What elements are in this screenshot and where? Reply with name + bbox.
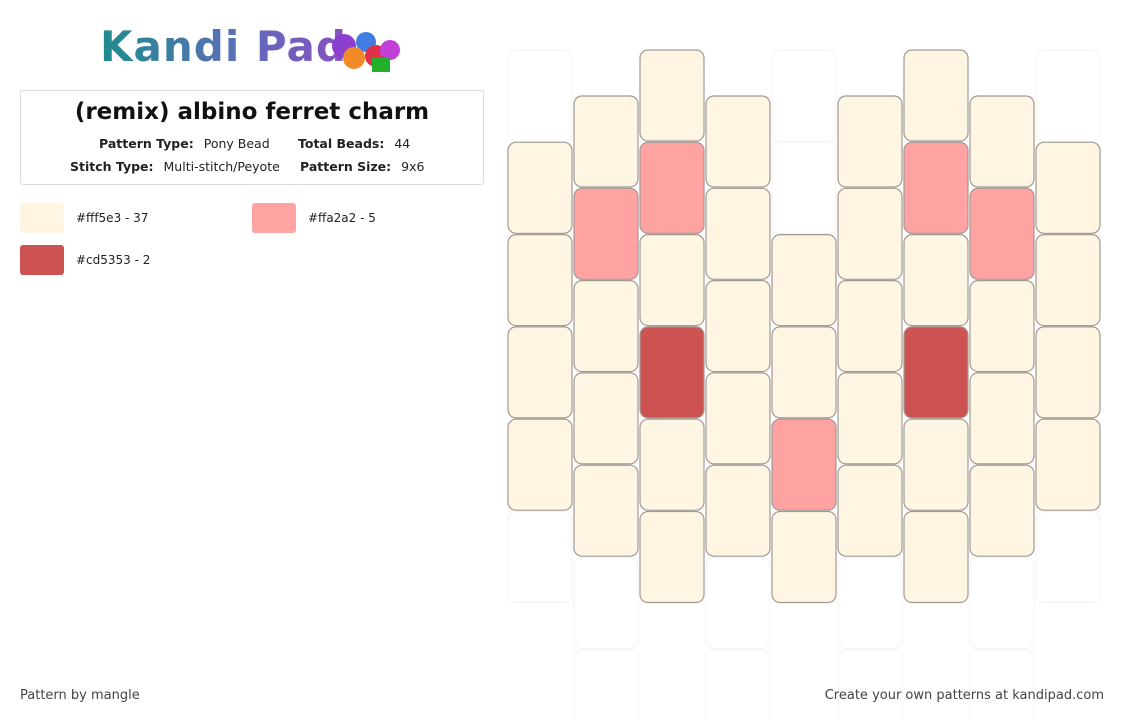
detail-value: 44 bbox=[394, 136, 411, 151]
bead bbox=[507, 418, 573, 511]
empty-slot bbox=[573, 649, 639, 720]
bead bbox=[1035, 418, 1101, 511]
logo: Kandi Pad bbox=[100, 22, 347, 71]
bead bbox=[639, 49, 705, 142]
empty-slot bbox=[771, 141, 837, 234]
bead bbox=[969, 372, 1035, 465]
detail-value: Multi-stitch/Peyote bbox=[163, 159, 280, 174]
legend-entry: #ffa2a2 - 5 bbox=[252, 203, 376, 233]
empty-slot bbox=[771, 49, 837, 142]
empty-slot bbox=[969, 649, 1035, 720]
empty-slot bbox=[705, 649, 771, 720]
empty-slot bbox=[837, 557, 903, 649]
bead bbox=[771, 326, 837, 419]
bead bbox=[639, 418, 705, 511]
legend-swatch bbox=[20, 245, 64, 275]
bead bbox=[903, 234, 969, 327]
detail-value: 9x6 bbox=[401, 159, 425, 174]
bead bbox=[639, 141, 705, 234]
bead bbox=[705, 187, 771, 280]
bead bbox=[705, 464, 771, 557]
bead bbox=[837, 464, 903, 557]
bead bbox=[903, 141, 969, 234]
bead bbox=[1035, 234, 1101, 327]
bead bbox=[1035, 141, 1101, 234]
bead bbox=[771, 418, 837, 511]
legend-label: #cd5353 - 2 bbox=[76, 253, 151, 267]
detail: Total Beads: 44 bbox=[298, 136, 410, 151]
bead bbox=[903, 49, 969, 142]
pattern-title: (remix) albino ferret charm bbox=[74, 99, 430, 125]
bead bbox=[573, 372, 639, 465]
detail: Pattern Type: Pony Bead bbox=[99, 136, 270, 151]
bead bbox=[507, 326, 573, 419]
bead bbox=[507, 234, 573, 327]
bead bbox=[903, 510, 969, 604]
bead bbox=[969, 95, 1035, 188]
empty-slot bbox=[969, 557, 1035, 649]
footer-link[interactable]: Create your own patterns at kandipad.com bbox=[824, 688, 1104, 703]
bead bbox=[771, 234, 837, 327]
bead bbox=[837, 95, 903, 188]
bead bbox=[903, 326, 969, 419]
bead bbox=[771, 510, 837, 604]
legend-label: #ffa2a2 - 5 bbox=[308, 211, 376, 225]
legend-entry: #fff5e3 - 37 bbox=[20, 203, 148, 233]
detail-value: Pony Bead bbox=[203, 136, 270, 151]
detail-label: Total Beads: bbox=[298, 136, 385, 151]
detail-label: Pattern Type: bbox=[99, 136, 194, 151]
bead bbox=[705, 95, 771, 188]
bead bbox=[573, 464, 639, 557]
empty-slot bbox=[573, 557, 639, 649]
footer-credit: Pattern by mangle bbox=[20, 688, 140, 703]
bead bbox=[969, 464, 1035, 557]
info-box: (remix) albino ferret charm Pattern Type… bbox=[20, 90, 484, 185]
bead bbox=[837, 372, 903, 465]
empty-slot bbox=[507, 49, 573, 142]
detail-label: Stitch Type: bbox=[70, 159, 154, 174]
bead bbox=[573, 187, 639, 280]
bead bbox=[507, 141, 573, 234]
empty-slot bbox=[1035, 49, 1101, 142]
legend-entry: #cd5353 - 2 bbox=[20, 245, 150, 275]
legend-swatch bbox=[20, 203, 64, 233]
legend-swatch bbox=[252, 203, 296, 233]
bead bbox=[705, 372, 771, 465]
bead bbox=[969, 187, 1035, 280]
bead bbox=[573, 280, 639, 373]
empty-slot bbox=[705, 557, 771, 649]
detail-label: Pattern Size: bbox=[300, 159, 392, 174]
detail: Stitch Type: Multi-stitch/Peyote bbox=[70, 159, 280, 174]
logo-icon bbox=[332, 32, 400, 72]
bead bbox=[837, 187, 903, 280]
bead bbox=[639, 326, 705, 419]
detail: Pattern Size: 9x6 bbox=[300, 159, 424, 174]
legend-label: #fff5e3 - 37 bbox=[76, 211, 149, 225]
bead bbox=[705, 280, 771, 373]
empty-slot bbox=[1035, 511, 1101, 603]
bead bbox=[639, 234, 705, 327]
bead bbox=[1035, 326, 1101, 419]
empty-slot bbox=[837, 649, 903, 720]
bead bbox=[969, 280, 1035, 373]
bead bbox=[903, 418, 969, 511]
bead bbox=[573, 95, 639, 188]
bead bbox=[837, 280, 903, 373]
bead bbox=[639, 510, 705, 604]
empty-slot bbox=[507, 511, 573, 603]
